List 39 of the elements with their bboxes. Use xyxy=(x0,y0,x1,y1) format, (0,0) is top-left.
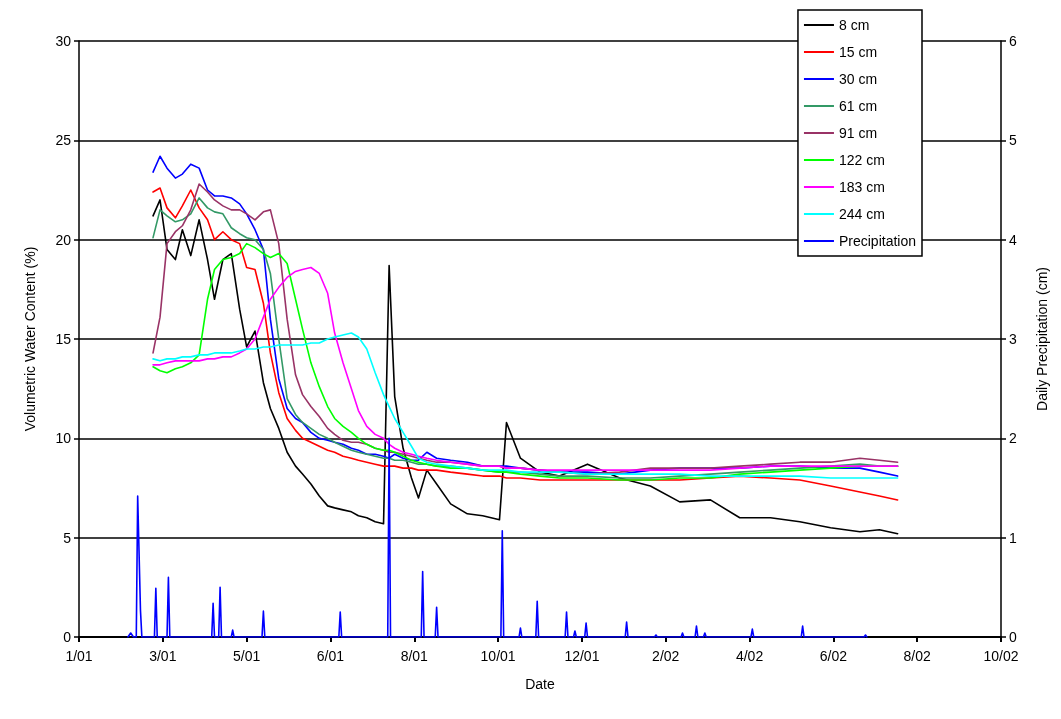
legend-label: 30 cm xyxy=(838,71,878,87)
x-tick-label: 10/02 xyxy=(983,648,1019,664)
y-tick-label: 10 xyxy=(55,430,72,447)
x-tick-label: 4/02 xyxy=(735,648,764,664)
y2-tick-label: 3 xyxy=(1009,331,1017,347)
line-series xyxy=(152,332,899,479)
legend-label: 8 cm xyxy=(838,17,870,33)
legend-label: Precipitation xyxy=(838,233,917,249)
x-tick-label: 5/01 xyxy=(233,648,261,664)
y-tick-label: 20 xyxy=(55,231,72,248)
y2-tick-label: 0 xyxy=(1009,629,1017,645)
y2-axis-title: Daily Precipitation (cm) xyxy=(1034,267,1050,411)
x-tick-label: 12/01 xyxy=(564,648,600,664)
x-tick-label: 6/02 xyxy=(819,648,848,664)
y2-tick-label: 4 xyxy=(1009,231,1017,248)
legend-label: 61 cm xyxy=(838,98,878,114)
x-axis-title: Date xyxy=(525,676,555,692)
legend-label: 122 cm xyxy=(838,152,885,168)
x-tick-label: 10/01 xyxy=(480,648,516,664)
y2-tick-label: 6 xyxy=(1009,33,1017,49)
y-tick-label: 15 xyxy=(55,331,72,347)
legend-label: 15 cm xyxy=(838,44,878,60)
legend-label: 244 cm xyxy=(838,206,885,222)
y2-tick-label: 2 xyxy=(1009,430,1017,447)
y2-tick-label: 1 xyxy=(1009,529,1017,546)
x-tick-label: 8/01 xyxy=(400,648,429,664)
x-tick-label: 6/01 xyxy=(316,648,345,664)
legend-label: 183 cm xyxy=(838,179,885,195)
legend-label: 91 cm xyxy=(838,125,878,141)
y-tick-label: 25 xyxy=(55,132,72,149)
x-tick-label: 1/01 xyxy=(65,648,93,664)
y-tick-label: 0 xyxy=(63,629,72,645)
x-tick-label: 8/02 xyxy=(903,648,932,664)
y-axis-title: Volumetric Water Content (%) xyxy=(22,246,38,432)
y-tick-label: 30 xyxy=(55,33,72,49)
y-tick-label: 5 xyxy=(63,529,72,546)
y2-tick-label: 5 xyxy=(1009,132,1017,149)
x-tick-label: 2/02 xyxy=(652,648,680,664)
x-tick-label: 3/01 xyxy=(149,648,177,664)
